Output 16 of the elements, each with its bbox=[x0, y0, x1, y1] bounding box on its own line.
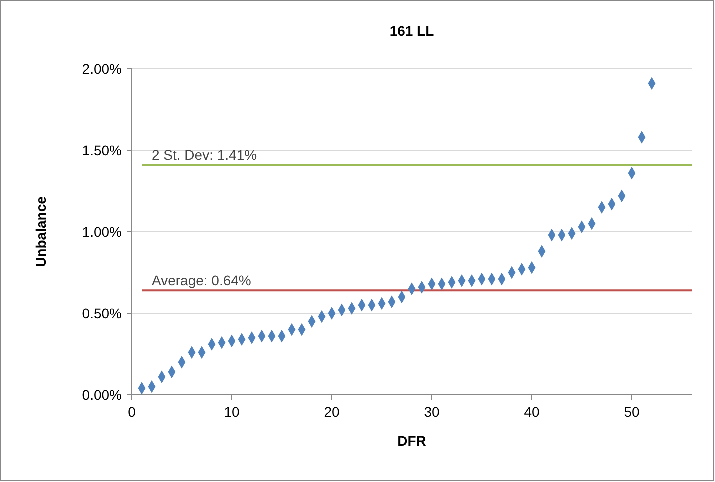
x-tick-label: 0 bbox=[128, 404, 136, 420]
x-tick-label: 10 bbox=[224, 404, 240, 420]
y-tick-label: 2.00% bbox=[82, 60, 122, 77]
y-tick-label: 1.00% bbox=[82, 224, 122, 240]
y-tick-label: 1.50% bbox=[82, 142, 122, 158]
x-tick-label: 30 bbox=[424, 404, 440, 420]
x-axis-title: DFR bbox=[398, 433, 426, 449]
x-tick-label: 50 bbox=[624, 404, 640, 420]
ref-line-label: Average: 0.64% bbox=[152, 272, 252, 289]
x-tick-label: 40 bbox=[524, 404, 540, 420]
y-tick-label: 0.50% bbox=[82, 305, 122, 322]
ref-line-label: 2 St. Dev: 1.41% bbox=[152, 147, 258, 164]
y-tick-label: 0.00% bbox=[82, 386, 122, 403]
x-tick-label: 20 bbox=[324, 404, 340, 420]
chart-title: 161 LL bbox=[390, 23, 435, 39]
y-axis-title: Unbalance bbox=[33, 196, 49, 268]
